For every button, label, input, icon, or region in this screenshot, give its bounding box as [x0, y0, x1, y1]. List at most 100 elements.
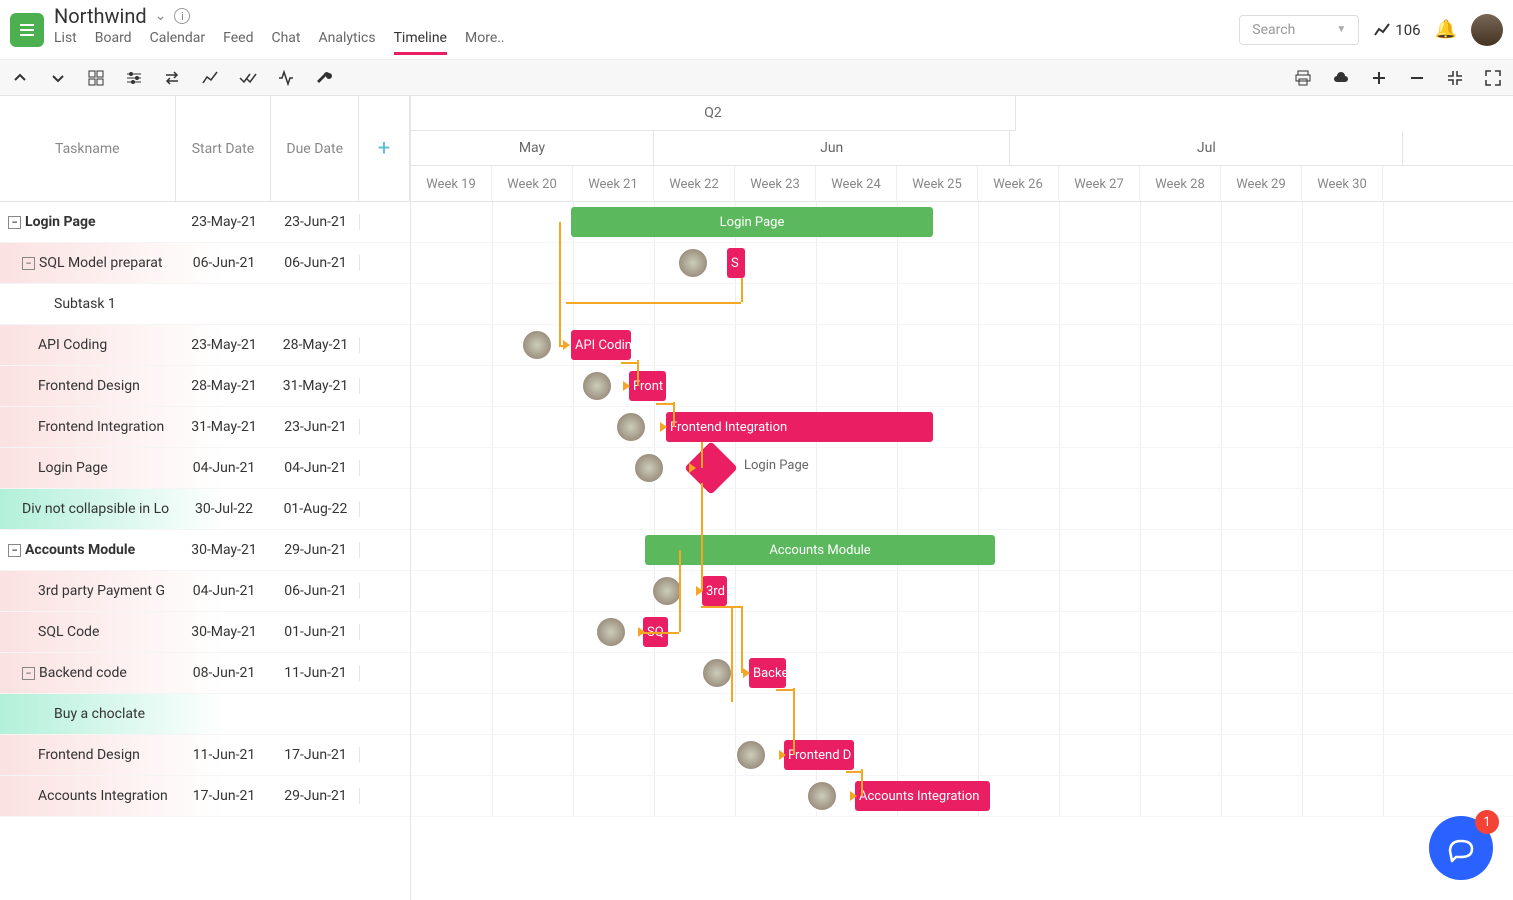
task-row[interactable]: Login Page04-Jun-2104-Jun-21	[0, 448, 410, 489]
tab-list[interactable]: List	[54, 30, 77, 55]
tab-calendar[interactable]: Calendar	[150, 30, 206, 55]
plus-icon[interactable]	[1369, 68, 1389, 88]
assignee-avatar[interactable]	[806, 780, 838, 812]
expand-icon[interactable]	[1483, 68, 1503, 88]
expander-icon[interactable]: −	[8, 216, 21, 229]
task-row[interactable]: −Login Page23-May-2123-Jun-21	[0, 202, 410, 243]
task-row[interactable]: API Coding23-May-2128-May-21	[0, 325, 410, 366]
task-due: 01-Aug-22	[272, 501, 360, 517]
gantt-row: S	[411, 243, 1513, 284]
minus-icon[interactable]	[1407, 68, 1427, 88]
assignee-avatar[interactable]	[521, 329, 553, 361]
assignee-avatar[interactable]	[701, 657, 733, 689]
task-row[interactable]: −Accounts Module30-May-2129-Jun-21	[0, 530, 410, 571]
task-due: 23-Jun-21	[272, 419, 360, 435]
gantt-bar[interactable]: Backe	[749, 658, 786, 688]
search-input[interactable]: Search ▼	[1239, 15, 1359, 45]
swap-icon[interactable]	[162, 68, 182, 88]
task-start: 04-Jun-21	[176, 460, 272, 476]
assignee-avatar[interactable]	[615, 411, 647, 443]
gantt-bar[interactable]: Accounts Module	[645, 535, 995, 565]
week-row: Week 19Week 20Week 21Week 22Week 23Week …	[411, 166, 1513, 202]
gantt-row	[411, 284, 1513, 325]
task-start: 23-May-21	[176, 337, 272, 353]
gantt-row: Accounts Module	[411, 530, 1513, 571]
col-taskname[interactable]: Taskname	[0, 96, 176, 201]
sliders-icon[interactable]	[124, 68, 144, 88]
task-row[interactable]: Frontend Integration31-May-2123-Jun-21	[0, 407, 410, 448]
task-row[interactable]: 3rd party Payment G04-Jun-2106-Jun-21	[0, 571, 410, 612]
stat-count[interactable]: 106	[1373, 21, 1420, 39]
info-icon[interactable]: i	[174, 8, 190, 24]
task-row[interactable]: Frontend Design28-May-2131-May-21	[0, 366, 410, 407]
task-row[interactable]: Subtask 1	[0, 284, 410, 325]
gantt-body: Login Page S API Codin FrontFrontend Integr…	[411, 202, 1513, 817]
gantt-bar[interactable]: Accounts Integration	[855, 781, 990, 811]
task-name: Frontend Design	[38, 378, 140, 394]
gantt-row	[411, 694, 1513, 735]
print-icon[interactable]	[1293, 68, 1313, 88]
assignee-avatar[interactable]	[735, 739, 767, 771]
task-row[interactable]: Buy a choclate	[0, 694, 410, 735]
tab-timeline[interactable]: Timeline	[394, 30, 447, 55]
task-rows: −Login Page23-May-2123-Jun-21−SQL Model …	[0, 202, 410, 817]
task-row[interactable]: SQL Code 30-May-2101-Jun-21	[0, 612, 410, 653]
task-name: API Coding	[38, 337, 107, 353]
expander-icon[interactable]: −	[22, 257, 35, 270]
gantt-row: Frontend D	[411, 735, 1513, 776]
cloud-icon[interactable]	[1331, 68, 1351, 88]
tab-chat[interactable]: Chat	[271, 30, 300, 55]
task-row[interactable]: −Backend code08-Jun-2111-Jun-21	[0, 653, 410, 694]
expander-icon[interactable]: −	[22, 667, 35, 680]
col-start[interactable]: Start Date	[176, 96, 272, 201]
task-due: 29-Jun-21	[272, 542, 360, 558]
tab-board[interactable]: Board	[95, 30, 132, 55]
week-label: Week 21	[573, 166, 654, 202]
toolbar	[0, 60, 1513, 96]
app-icon[interactable]	[10, 13, 44, 47]
add-column-button[interactable]: +	[359, 96, 410, 201]
assignee-avatar[interactable]	[595, 616, 627, 648]
activity-icon[interactable]	[276, 68, 296, 88]
check-all-icon[interactable]	[238, 68, 258, 88]
gantt-bar[interactable]: S	[727, 248, 745, 278]
gantt-chart[interactable]: Q2 MayJunJul Week 19Week 20Week 21Week 2…	[411, 96, 1513, 900]
gantt-bar[interactable]: 3rd	[702, 576, 727, 606]
chat-button[interactable]: 1	[1429, 816, 1493, 880]
chevron-down-icon[interactable]	[48, 68, 68, 88]
grid-icon[interactable]	[86, 68, 106, 88]
chevron-down-icon[interactable]: ⌄	[155, 8, 167, 24]
gantt-bar[interactable]: Frontend Integration	[666, 412, 933, 442]
user-avatar[interactable]	[1471, 14, 1503, 46]
tab-feed[interactable]: Feed	[223, 30, 253, 55]
gantt-bar[interactable]: Login Page	[571, 207, 933, 237]
bell-icon[interactable]: 🔔	[1435, 19, 1457, 40]
task-name: SQL Code	[38, 624, 99, 640]
wrench-icon[interactable]	[314, 68, 334, 88]
tab-more[interactable]: More..	[465, 30, 505, 55]
gantt-row: 3rd	[411, 571, 1513, 612]
task-row[interactable]: −SQL Model preparat06-Jun-2106-Jun-21	[0, 243, 410, 284]
tab-analytics[interactable]: Analytics	[319, 30, 376, 55]
expander-icon[interactable]: −	[8, 544, 21, 557]
collapse-icon[interactable]	[1445, 68, 1465, 88]
task-row[interactable]: Frontend Design11-Jun-2117-Jun-21	[0, 735, 410, 776]
task-row[interactable]: Accounts Integration17-Jun-2129-Jun-21	[0, 776, 410, 817]
project-title[interactable]: Northwind	[54, 4, 147, 28]
assignee-avatar[interactable]	[633, 452, 665, 484]
task-row[interactable]: Div not collapsible in Lo30-Jul-2201-Aug…	[0, 489, 410, 530]
task-start: 30-May-21	[176, 624, 272, 640]
assignee-avatar[interactable]	[581, 370, 613, 402]
chevron-up-icon[interactable]	[10, 68, 30, 88]
task-due: 04-Jun-21	[272, 460, 360, 476]
gantt-bar[interactable]: API Codin	[571, 330, 631, 360]
task-due: 29-Jun-21	[272, 788, 360, 804]
gantt-bar[interactable]: Front	[629, 371, 666, 401]
week-label: Week 25	[897, 166, 978, 202]
task-due: 31-May-21	[272, 378, 360, 394]
assignee-avatar[interactable]	[677, 247, 709, 279]
chart-line-icon[interactable]	[200, 68, 220, 88]
task-due: 01-Jun-21	[272, 624, 360, 640]
col-due[interactable]: Due Date	[271, 96, 359, 201]
task-name: Backend code	[39, 665, 127, 681]
